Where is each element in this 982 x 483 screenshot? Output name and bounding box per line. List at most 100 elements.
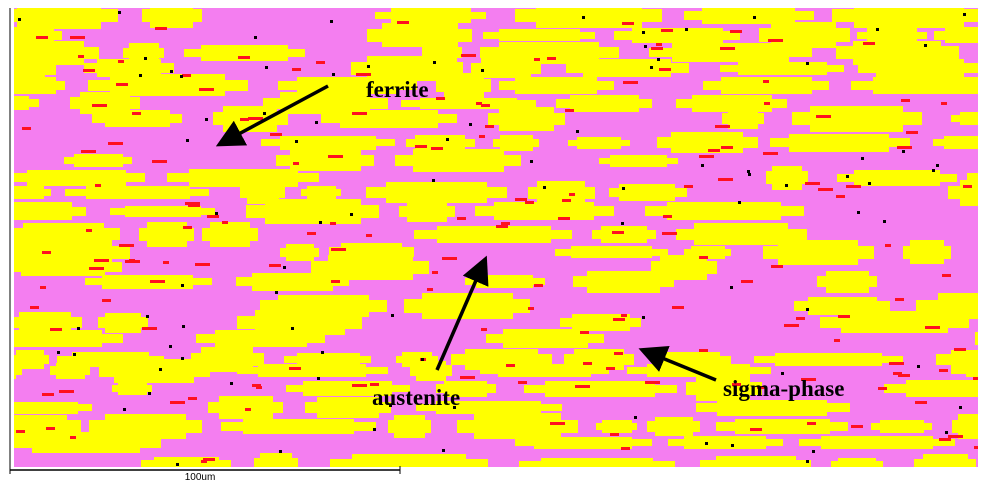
sigma-phase-label: sigma-phase <box>723 376 844 401</box>
austenite-grain <box>960 121 982 125</box>
austenite-grain <box>0 62 56 69</box>
sigma-speck <box>885 244 891 247</box>
austenite-grain <box>8 410 78 414</box>
sigma-speck <box>431 147 443 150</box>
dot <box>924 44 927 47</box>
sigma-speck <box>893 372 902 375</box>
austenite-grain <box>854 181 940 186</box>
dot <box>18 18 21 21</box>
austenite-grain <box>488 118 565 125</box>
austenite-grain <box>223 106 277 113</box>
austenite-grain <box>0 68 56 75</box>
sigma-speck <box>42 251 51 254</box>
austenite-grain <box>17 2 101 9</box>
austenite-grain <box>694 239 788 245</box>
austenite-grain <box>0 363 16 368</box>
sigma-speck <box>152 160 167 163</box>
sigma-speck <box>974 446 982 449</box>
austenite-grain <box>515 15 662 22</box>
austenite-grain <box>0 9 118 16</box>
austenite-grain <box>906 392 982 397</box>
austenite-grain <box>960 199 982 206</box>
sigma-speck <box>662 232 677 235</box>
austenite-grain <box>975 332 982 339</box>
austenite-grain <box>261 142 395 146</box>
sigma-speck <box>195 263 210 266</box>
sigma-speck <box>108 142 123 145</box>
sigma-speck <box>621 447 630 450</box>
sigma-speck <box>741 280 753 283</box>
sigma-speck <box>506 364 515 367</box>
dot <box>317 377 320 380</box>
dot <box>932 169 935 172</box>
sigma-speck <box>621 314 627 317</box>
austenite-grain <box>72 352 149 356</box>
austenite-grain <box>70 97 140 103</box>
austenite-grain <box>141 464 231 468</box>
sigma-speck <box>963 185 972 188</box>
dot <box>582 16 585 19</box>
austenite-grain <box>210 222 250 229</box>
austenite-grain <box>290 165 361 171</box>
sigma-speck <box>70 436 76 439</box>
austenite-grain <box>21 271 105 276</box>
austenite-grain <box>413 149 504 155</box>
dot <box>883 220 886 223</box>
sigma-speck <box>352 384 367 387</box>
dot <box>295 140 298 143</box>
austenite-grain <box>536 3 642 10</box>
sigma-speck <box>558 217 570 220</box>
austenite-grain <box>89 420 202 427</box>
sigma-speck <box>50 328 62 331</box>
sigma-speck <box>70 36 85 39</box>
sigma-speck <box>550 422 565 425</box>
austenite-grain <box>498 373 591 377</box>
sigma-speck <box>94 259 109 262</box>
sigma-speck <box>948 435 963 438</box>
austenite-grain <box>328 255 413 262</box>
austenite-grain <box>474 413 561 420</box>
austenite-grain <box>391 8 471 12</box>
austenite-grain <box>476 284 533 288</box>
austenite-grain <box>0 106 29 110</box>
sigma-speck <box>238 56 250 59</box>
sigma-speck <box>528 307 534 310</box>
austenite-grain <box>147 222 187 229</box>
sigma-speck <box>720 47 735 50</box>
austenite-grain <box>416 375 446 381</box>
austenite-grain <box>317 412 379 418</box>
dot <box>642 316 645 319</box>
austenite-grain <box>651 267 717 274</box>
dot <box>446 138 449 141</box>
austenite-grain <box>577 145 621 149</box>
sigma-speck <box>771 265 783 268</box>
dot <box>705 442 708 445</box>
dot <box>182 325 185 328</box>
page: 100um ferrite austenite sigma-phase (() … <box>0 0 982 483</box>
austenite-grain <box>601 238 647 243</box>
austenite-grain <box>150 21 193 28</box>
sigma-speck <box>610 433 619 436</box>
sigma-speck <box>22 127 31 130</box>
sigma-speck <box>612 231 624 234</box>
sigma-speck <box>721 146 733 149</box>
austenite-grain <box>191 359 264 366</box>
austenite-grain <box>99 370 210 377</box>
austenite-grain <box>499 124 554 131</box>
austenite-grain <box>475 206 614 211</box>
austenite-grain <box>541 467 653 471</box>
dot <box>181 284 184 287</box>
austenite-grain <box>794 301 890 306</box>
sigma-speck <box>954 348 966 351</box>
dot <box>442 449 445 452</box>
austenite-grain <box>237 322 362 329</box>
dot <box>275 291 278 294</box>
sigma-speck <box>708 149 720 152</box>
dot <box>621 222 624 225</box>
sigma-speck <box>939 438 951 441</box>
dot <box>469 123 472 126</box>
sigma-speck <box>461 54 476 57</box>
austenite-grain <box>280 146 376 150</box>
sigma-speck <box>36 36 48 39</box>
sigma-speck <box>897 146 912 149</box>
